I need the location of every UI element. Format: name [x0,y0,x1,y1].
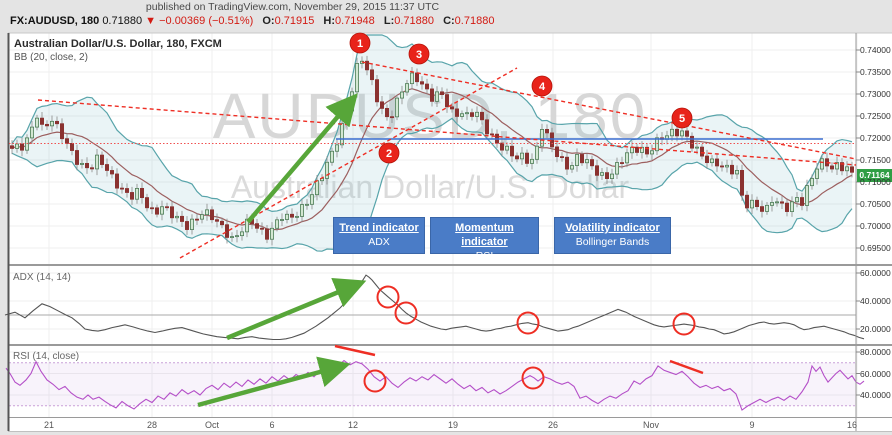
down-arrow-icon: ▼ [145,15,157,27]
price-axis-label: 0.70000 [860,221,891,231]
svg-text:3: 3 [416,49,422,61]
price-axis-label: 0.74000 [860,45,891,55]
time-axis-label: Nov [642,420,660,430]
callout-title: Trend indicator [339,222,419,234]
last-price: 0.71880 [102,15,143,27]
time-axis-label: 21 [43,420,55,430]
numbered-marker: 2 [378,142,400,164]
symbol-name: FX:AUDUSD, 180 [10,15,100,27]
svg-text:2: 2 [386,148,392,160]
high-value: 0.71948 [335,15,375,27]
price-axis-label: 0.72500 [860,111,891,121]
open-value: 0.71915 [274,15,315,27]
close-value: 0.71880 [454,15,495,27]
svg-text:5: 5 [679,113,685,125]
price-axis-label: 0.73500 [860,67,891,77]
adx-axis-label: 40.0000 [860,296,891,306]
indicator-callout-box: Momentum indicator RSI [430,217,539,262]
rsi-axis-label: 40.0000 [860,390,891,400]
adx-axis-label: 20.0000 [860,324,891,334]
price-axis-label: 0.71500 [860,155,891,165]
callout-title: Momentum indicator [455,222,514,248]
time-axis-label: 19 [447,420,459,430]
indicator-callout-box: Volatility indicator Bollinger Bands [554,217,671,254]
last-price-badge: 0.71164 [857,169,892,182]
rsi-pane-label: RSI (14, close) [13,351,80,362]
numbered-marker: 1 [349,32,371,54]
price-axis-label: 0.72000 [860,133,891,143]
svg-text:1: 1 [357,38,363,50]
price-axis-label: 0.71000 [860,177,891,187]
callout-subtitle: Bollinger Bands [575,236,650,248]
close-label: C: [443,15,455,27]
price-change: −0.00369 (−0.51%) [159,15,254,27]
published-line: published on TradingView.com, November 2… [145,1,440,13]
adx-axis-label: 60.0000 [860,268,891,278]
callout-subtitle: RSI [475,250,494,262]
watermark-symbol: AUDUSD, 180 [213,80,648,152]
callout-title: Volatility indicator [565,222,660,234]
chart-legend-indicator: BB (20, close, 2) [14,52,88,63]
svg-text:4: 4 [539,81,546,93]
time-axis-label: 6 [269,420,275,430]
numbered-marker: 3 [408,43,430,65]
open-label: O: [262,15,275,27]
low-label: L: [383,15,395,27]
time-axis-label: Oct [204,420,220,430]
time-axis-label: 9 [749,420,755,430]
time-axis-label: 26 [547,420,559,430]
time-axis-label: 12 [347,420,359,430]
indicator-callout-box: Trend indicator ADX [333,217,425,254]
chart-legend-title: Australian Dollar/U.S. Dollar, 180, FXCM [14,38,222,50]
adx-pane-label: ADX (14, 14) [13,272,71,283]
numbered-marker: 4 [531,75,553,97]
symbol-quote-bar: FX:AUDUSD, 180 0.71880 ▼ −0.00369 (−0.51… [10,15,494,27]
numbered-marker: 5 [671,107,693,129]
time-axis-label: 16 [846,420,858,430]
price-axis-label: 0.70500 [860,199,891,209]
price-axis-label: 0.69500 [860,243,891,253]
low-value: 0.71880 [394,15,434,27]
rsi-axis-label: 60.0000 [860,368,891,379]
time-axis-label: 28 [146,420,158,430]
high-label: H: [323,15,336,27]
price-axis-label: 0.73000 [860,89,891,99]
watermark-description: Australian Dollar/U.S. Dollar [231,169,630,205]
callout-subtitle: ADX [368,236,390,248]
rsi-axis-label: 80.0000 [860,347,891,357]
